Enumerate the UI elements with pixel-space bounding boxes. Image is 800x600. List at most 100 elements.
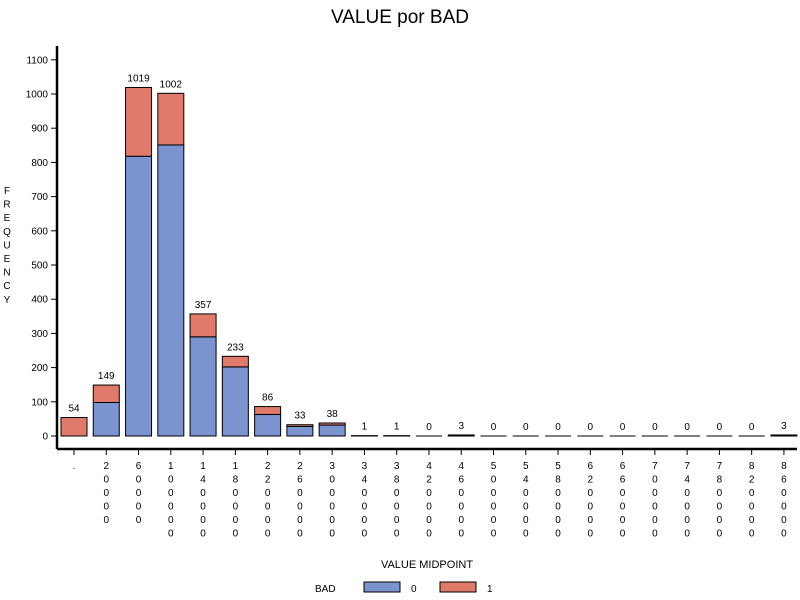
x-tick-char: 0 xyxy=(749,515,755,526)
x-tick-char: 0 xyxy=(329,488,335,499)
y-axis-label-letter: Y xyxy=(4,295,11,306)
x-tick-char: 0 xyxy=(588,515,594,526)
x-tick-label: . xyxy=(73,461,76,472)
x-tick-char: 0 xyxy=(523,515,529,526)
x-tick-char: 0 xyxy=(781,529,787,540)
x-tick-char: 0 xyxy=(781,488,787,499)
x-tick-char: 0 xyxy=(136,475,142,486)
x-tick-char: 0 xyxy=(233,488,239,499)
bar-segment-1 xyxy=(221,355,249,368)
x-tick-label: 2 0 0 0 0 xyxy=(103,461,109,526)
x-tick-char: 0 xyxy=(362,515,368,526)
x-tick-char: 0 xyxy=(684,488,690,499)
x-tick-char: 5 xyxy=(491,461,497,472)
bar-total-label: 1 xyxy=(394,422,400,433)
x-tick-char: 4 xyxy=(523,475,529,486)
x-axis-ticks: . 2 0 0 0 0 6 0 0 0 0 1 0 0 0 0 0 1 4 0 0 0 0 1 8 0 0 0 0 2 2 0 0 0 0 2 6 0 0 0… xyxy=(73,449,787,540)
x-tick-char: 0 xyxy=(491,488,497,499)
x-tick-char: 0 xyxy=(233,502,239,513)
x-tick-char: 0 xyxy=(200,529,206,540)
bar-total-label: 86 xyxy=(262,393,274,404)
x-tick-char: 2 xyxy=(103,461,109,472)
y-tick-label: 1100 xyxy=(26,55,48,66)
y-tick-label: 900 xyxy=(31,124,48,135)
x-tick-char: 0 xyxy=(394,515,400,526)
bar-total-label: 0 xyxy=(717,422,723,433)
x-tick-char: 5 xyxy=(523,461,529,472)
x-tick-char: 0 xyxy=(684,502,690,513)
x-tick-char: 4 xyxy=(684,475,690,486)
x-tick-char: 0 xyxy=(717,488,723,499)
x-tick-label: 5 0 0 0 0 0 xyxy=(491,461,497,540)
x-tick-char: 0 xyxy=(749,502,755,513)
x-tick-char: 0 xyxy=(781,502,787,513)
x-tick-char: 2 xyxy=(749,475,755,486)
x-tick-char: 0 xyxy=(168,502,174,513)
x-tick-char: 0 xyxy=(652,529,658,540)
x-tick-label: 2 2 0 0 0 0 xyxy=(265,461,271,540)
x-tick-char: 0 xyxy=(749,529,755,540)
x-tick-char: 0 xyxy=(491,502,497,513)
x-tick-char: 6 xyxy=(620,461,626,472)
bar-total-label: 0 xyxy=(588,422,594,433)
bar-segment-1 xyxy=(60,417,88,437)
legend-title: BAD xyxy=(315,584,336,595)
y-tick-label: 200 xyxy=(31,363,48,374)
y-tick-label: 800 xyxy=(31,158,48,169)
x-tick-char: 0 xyxy=(329,502,335,513)
x-tick-char: 6 xyxy=(620,475,626,486)
bar-total-label: 3 xyxy=(781,421,787,432)
x-tick-char: 8 xyxy=(233,475,239,486)
x-tick-char: 8 xyxy=(717,475,723,486)
x-tick-char: 0 xyxy=(362,488,368,499)
x-tick-char: 0 xyxy=(491,515,497,526)
x-tick-char: 0 xyxy=(426,502,432,513)
x-tick-char: 4 xyxy=(458,461,464,472)
bar-segment-1 xyxy=(286,424,314,427)
x-tick-char: 7 xyxy=(652,461,658,472)
x-tick-char: 0 xyxy=(652,515,658,526)
bar-total-label: 0 xyxy=(684,422,690,433)
x-tick-char: 0 xyxy=(555,529,561,540)
x-tick-char: 6 xyxy=(458,475,464,486)
x-tick-char: 0 xyxy=(168,475,174,486)
x-tick-char: 1 xyxy=(168,461,174,472)
bar-segment-0 xyxy=(92,401,120,437)
x-tick-char: 0 xyxy=(200,502,206,513)
x-tick-char: 5 xyxy=(555,461,561,472)
x-tick-char: 8 xyxy=(394,475,400,486)
y-axis-label-letter: N xyxy=(3,268,10,279)
x-tick-char: 0 xyxy=(652,488,658,499)
x-tick-char: 2 xyxy=(426,475,432,486)
x-tick-char: 0 xyxy=(265,488,271,499)
x-tick-char: 0 xyxy=(329,475,335,486)
x-tick-char: 4 xyxy=(200,475,206,486)
bar-total-label: 0 xyxy=(555,422,561,433)
bar-segment-0 xyxy=(318,424,346,437)
x-tick-char: 0 xyxy=(523,488,529,499)
x-tick-char: 0 xyxy=(168,529,174,540)
y-tick-label: 0 xyxy=(42,432,48,443)
x-tick-label: 2 6 0 0 0 0 xyxy=(297,461,303,540)
x-tick-label: 7 0 0 0 0 0 xyxy=(652,461,658,540)
x-tick-char: 8 xyxy=(749,461,755,472)
x-tick-char: 0 xyxy=(458,502,464,513)
bar-total-label: 149 xyxy=(98,371,115,382)
x-tick-char: 0 xyxy=(297,515,303,526)
x-tick-char: 0 xyxy=(458,515,464,526)
x-tick-label: 6 2 0 0 0 0 xyxy=(588,461,594,540)
x-tick-char: 4 xyxy=(362,475,368,486)
x-tick-char: 3 xyxy=(362,461,368,472)
bar-segment-0 xyxy=(286,425,314,437)
x-tick-char: 1 xyxy=(233,461,239,472)
x-tick-char: 0 xyxy=(620,515,626,526)
x-tick-label: 5 4 0 0 0 0 xyxy=(523,461,529,540)
x-tick-char: 6 xyxy=(136,461,142,472)
bar-total-label: 0 xyxy=(749,422,755,433)
bar-segment-1 xyxy=(157,92,185,146)
x-tick-char: 0 xyxy=(523,529,529,540)
y-tick-label: 700 xyxy=(31,192,48,203)
x-tick-char: . xyxy=(73,461,76,472)
